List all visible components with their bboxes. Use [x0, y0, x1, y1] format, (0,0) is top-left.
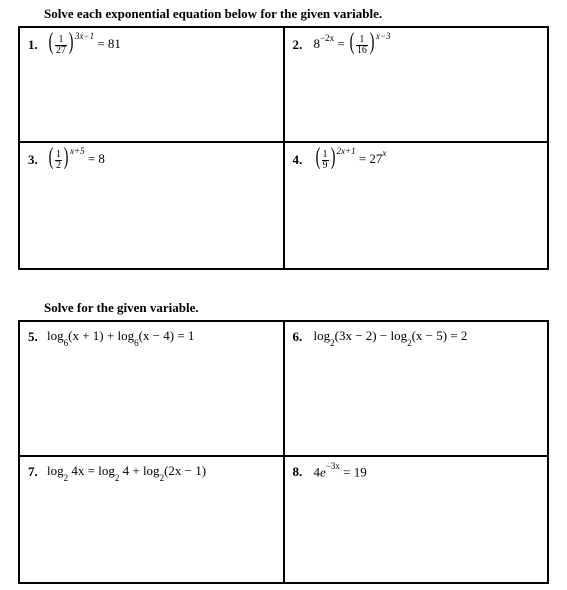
cell-p7: 7. log2 4x = log2 4 + log2(2x − 1)	[19, 456, 284, 583]
equation-p3: (12)x+5 = 8	[47, 149, 105, 171]
equation-p7: log2 4x = log2 4 + log2(2x − 1)	[47, 463, 206, 481]
worksheet-page: Solve each exponential equation below fo…	[0, 0, 567, 584]
table-row: 7. log2 4x = log2 4 + log2(2x − 1) 8. 4e…	[19, 456, 548, 583]
table-row: 3. (12)x+5 = 8 4. (19)2x+1 = 27x	[19, 142, 548, 269]
table-row: 5. log6(x + 1) + log6(x − 4) = 1 6. log2…	[19, 321, 548, 456]
table-row: 1. (127)3x−1 = 81 2. 8−2x = (116)x−3	[19, 27, 548, 142]
cell-p2: 2. 8−2x = (116)x−3	[284, 27, 549, 142]
problem-grid-1: 1. (127)3x−1 = 81 2. 8−2x = (116)x−3 3. …	[18, 26, 549, 270]
problem-number: 7.	[28, 464, 38, 480]
equation-p8: 4e−3x = 19	[314, 464, 367, 480]
equation-p6: log2(3x − 2) − log2(x − 5) = 2	[314, 328, 468, 346]
problem-number: 1.	[28, 37, 38, 53]
problem-number: 3.	[28, 152, 38, 168]
equation-p5: log6(x + 1) + log6(x − 4) = 1	[47, 328, 194, 346]
equation-p4: (19)2x+1 = 27x	[314, 149, 387, 171]
heading-2: Solve for the given variable.	[44, 300, 567, 316]
cell-p5: 5. log6(x + 1) + log6(x − 4) = 1	[19, 321, 284, 456]
heading-1: Solve each exponential equation below fo…	[44, 6, 567, 22]
problem-number: 2.	[293, 37, 303, 53]
problem-grid-2: 5. log6(x + 1) + log6(x − 4) = 1 6. log2…	[18, 320, 549, 584]
problem-number: 5.	[28, 329, 38, 345]
cell-p8: 8. 4e−3x = 19	[284, 456, 549, 583]
cell-p3: 3. (12)x+5 = 8	[19, 142, 284, 269]
equation-p1: (127)3x−1 = 81	[47, 34, 121, 56]
cell-p1: 1. (127)3x−1 = 81	[19, 27, 284, 142]
cell-p6: 6. log2(3x − 2) − log2(x − 5) = 2	[284, 321, 549, 456]
problem-number: 4.	[293, 152, 303, 168]
problem-number: 6.	[293, 329, 303, 345]
problem-number: 8.	[293, 464, 303, 480]
cell-p4: 4. (19)2x+1 = 27x	[284, 142, 549, 269]
equation-p2: 8−2x = (116)x−3	[314, 34, 391, 56]
